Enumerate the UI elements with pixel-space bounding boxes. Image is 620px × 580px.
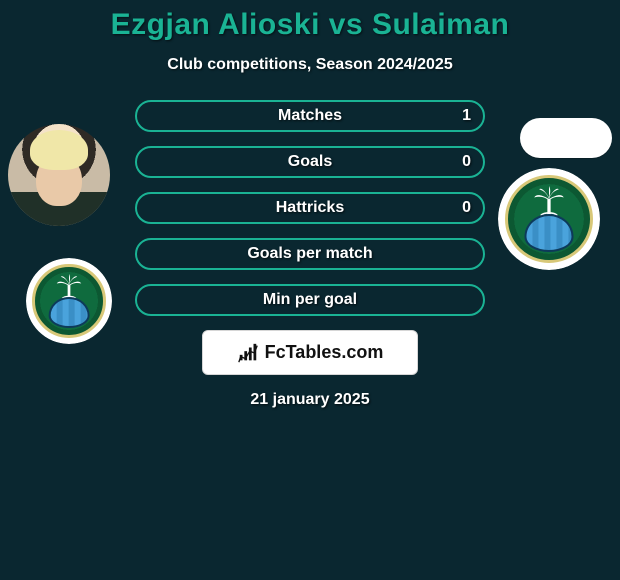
stat-value-p2: 0	[462, 199, 471, 217]
subtitle: Club competitions, Season 2024/2025	[0, 56, 620, 74]
stat-bars: Matches 1 Goals 0 Hattricks 0 Goals per …	[135, 100, 485, 316]
brand-badge: FcTables.com	[202, 330, 418, 375]
stat-value-p2: 1	[462, 107, 471, 125]
stat-value-p2: 0	[462, 153, 471, 171]
brand-text: FcTables.com	[265, 342, 384, 363]
stat-label: Hattricks	[137, 199, 483, 217]
stat-bar: Goals per match	[135, 238, 485, 270]
stat-bar: Matches 1	[135, 100, 485, 132]
stat-bar: Hattricks 0	[135, 192, 485, 224]
player2-avatar	[520, 118, 612, 158]
bar-chart-icon	[237, 342, 259, 364]
stat-label: Goals per match	[137, 245, 483, 263]
stat-bar: Min per goal	[135, 284, 485, 316]
stat-label: Min per goal	[137, 291, 483, 309]
player1-avatar	[8, 124, 110, 226]
player2-club-crest	[498, 168, 600, 270]
date-text: 21 january 2025	[0, 391, 620, 409]
stat-label: Matches	[137, 107, 483, 125]
player1-club-crest	[26, 258, 112, 344]
stat-label: Goals	[137, 153, 483, 171]
page-title: Ezgjan Alioski vs Sulaiman	[0, 8, 620, 42]
stat-bar: Goals 0	[135, 146, 485, 178]
